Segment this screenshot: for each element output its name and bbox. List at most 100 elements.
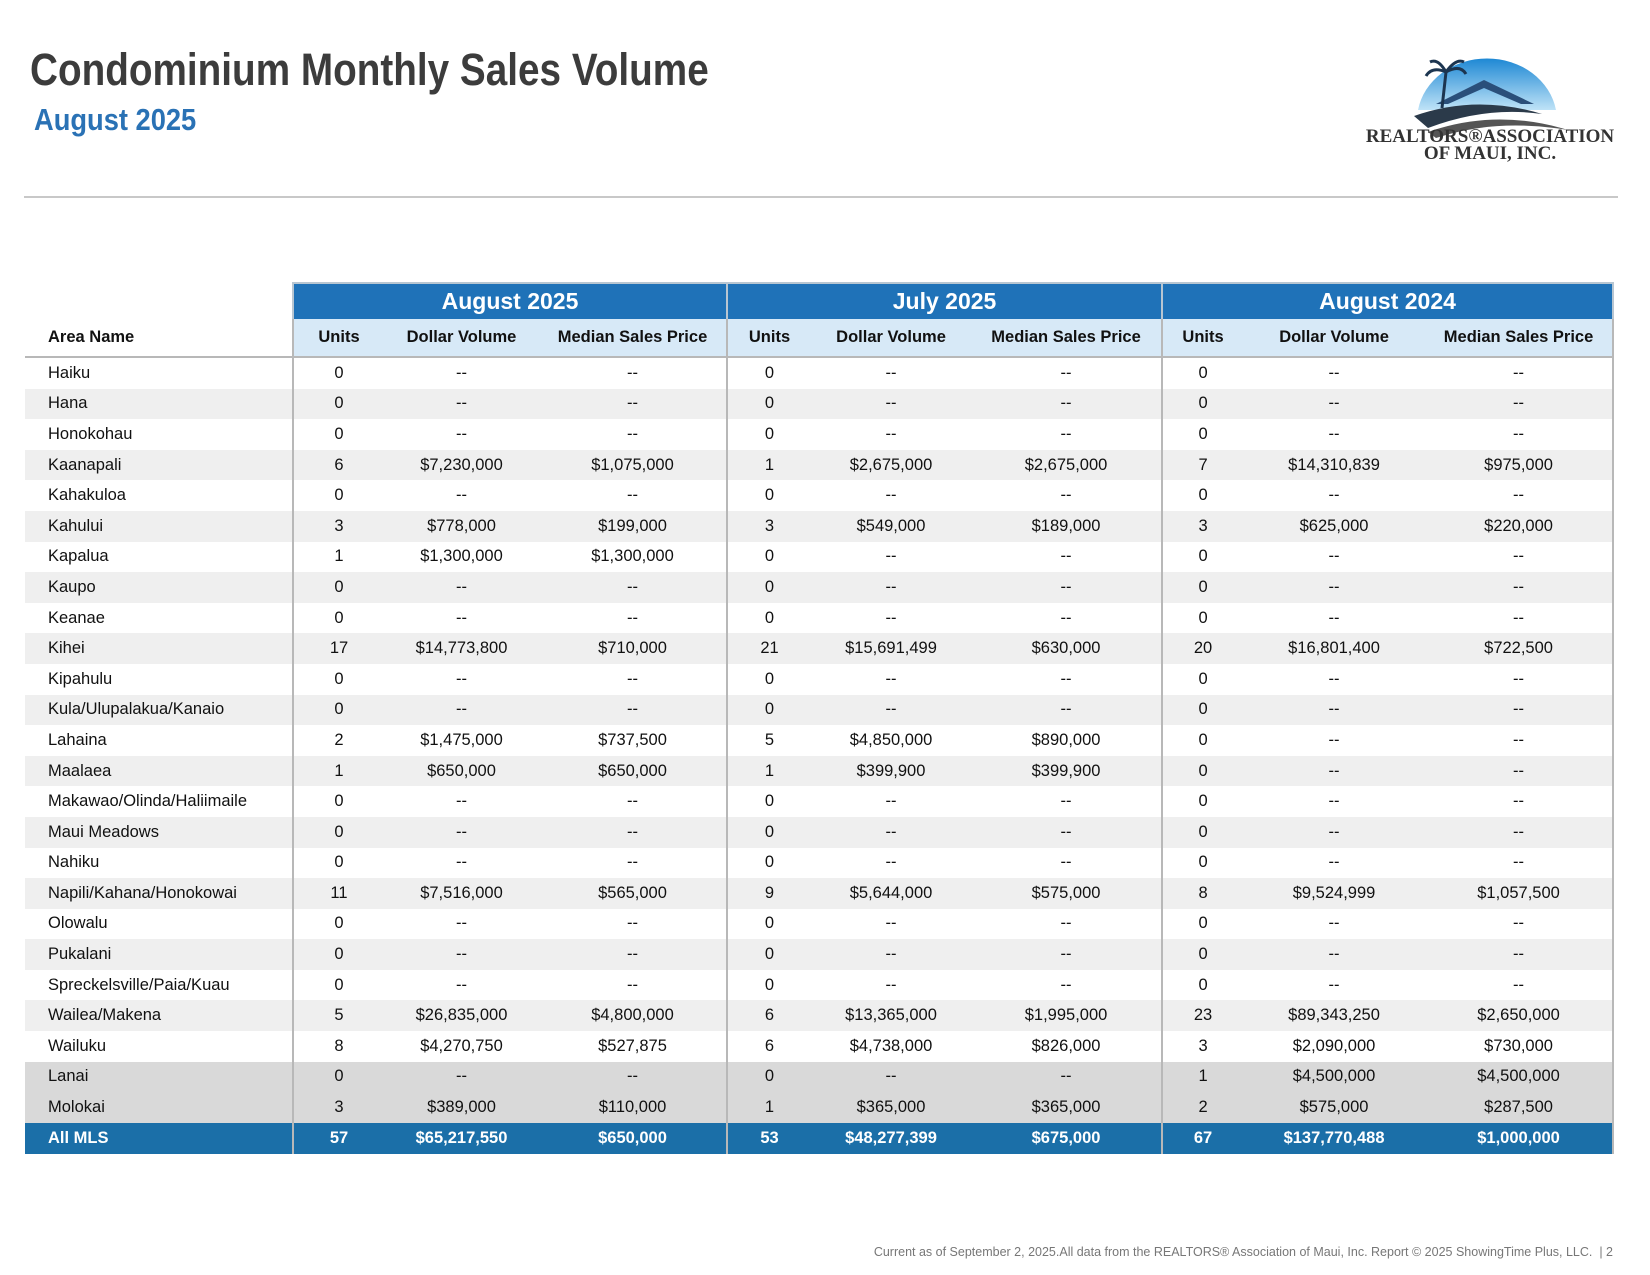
cell: -- bbox=[627, 975, 638, 994]
cell: 0 bbox=[1161, 725, 1244, 756]
cell: -- bbox=[456, 608, 467, 627]
cell: -- bbox=[885, 608, 897, 627]
cell: -- bbox=[539, 388, 728, 420]
cell: -- bbox=[384, 572, 539, 603]
area-name: Hana bbox=[25, 388, 293, 420]
cell: 21 bbox=[726, 633, 812, 664]
cell: -- bbox=[1060, 914, 1072, 933]
cell: 1 bbox=[292, 755, 384, 787]
cell: 0 bbox=[726, 357, 812, 389]
group-header-row: August 2025 July 2025 August 2024 bbox=[25, 282, 1615, 319]
cell: -- bbox=[1060, 853, 1072, 872]
cell: -- bbox=[811, 939, 972, 970]
cell: $48,277,399 bbox=[811, 1122, 972, 1154]
cell: 0 bbox=[1161, 816, 1244, 848]
cell: -- bbox=[1425, 908, 1615, 940]
area-name: All MLS bbox=[25, 1122, 293, 1154]
cell: $5,644,000 bbox=[811, 878, 972, 909]
table-row: Hana 0 -- -- 0 -- -- 0 -- -- bbox=[25, 388, 1615, 420]
column-header: Dollar Volume bbox=[384, 319, 539, 358]
cell: -- bbox=[1328, 914, 1340, 933]
column-header: Units bbox=[726, 319, 812, 358]
cell: 0 bbox=[1161, 357, 1244, 389]
cell: $549,000 bbox=[811, 510, 972, 542]
area-name: Haiku bbox=[48, 363, 91, 382]
area-name: Maui Meadows bbox=[25, 816, 293, 848]
area-name: Lanai bbox=[25, 1061, 293, 1093]
area-name: Kaupo bbox=[25, 572, 293, 603]
cell: 2 bbox=[292, 725, 384, 756]
cell: $2,675,000 bbox=[971, 449, 1163, 481]
area-name: Spreckelsville/Paia/Kuau bbox=[48, 975, 230, 994]
cell: -- bbox=[1425, 786, 1615, 817]
table-row: Haiku 0 -- -- 0 -- -- 0 -- -- bbox=[25, 357, 1615, 389]
cell: -- bbox=[456, 486, 467, 505]
table-row: Kipahulu 0 -- -- 0 -- -- 0 -- -- bbox=[25, 663, 1615, 695]
cell: $26,835,000 bbox=[384, 1000, 539, 1032]
table-row: Kula/Ulupalakua/Kanaio 0 -- -- 0 -- -- 0 -- -- bbox=[25, 694, 1615, 726]
cell: 0 bbox=[1161, 480, 1244, 511]
cell: $4,270,750 bbox=[420, 1036, 503, 1055]
cell: $65,217,550 bbox=[384, 1122, 539, 1154]
cell: $4,500,000 bbox=[1425, 1061, 1615, 1093]
cell: -- bbox=[811, 694, 972, 726]
cell: $650,000 bbox=[539, 1122, 728, 1154]
table-row: Kapalua 1 $1,300,000 $1,300,000 0 -- -- 0 -- -- bbox=[25, 541, 1615, 573]
cell: -- bbox=[627, 608, 638, 627]
cell: -- bbox=[456, 424, 467, 443]
divider bbox=[24, 196, 1618, 198]
cell: 3 bbox=[726, 510, 812, 542]
cell: -- bbox=[456, 853, 467, 872]
cell: 0 bbox=[292, 816, 384, 848]
cell: 0 bbox=[292, 388, 384, 420]
cell: -- bbox=[885, 853, 897, 872]
cell: $1,075,000 bbox=[539, 449, 728, 481]
cell: 0 bbox=[1161, 602, 1244, 634]
cell: 53 bbox=[726, 1122, 812, 1154]
cell: 0 bbox=[726, 816, 812, 848]
area-name: Kahakuloa bbox=[48, 486, 126, 505]
cell: $575,000 bbox=[971, 878, 1163, 909]
cell: $675,000 bbox=[971, 1122, 1163, 1154]
cell: -- bbox=[456, 363, 467, 382]
cell: 0 bbox=[726, 388, 812, 420]
cell: -- bbox=[1328, 669, 1340, 688]
table-row: Olowalu 0 -- -- 0 -- -- 0 -- -- bbox=[25, 908, 1615, 940]
area-name: Kaanapali bbox=[25, 449, 293, 481]
cell: 0 bbox=[726, 480, 812, 511]
cell: 0 bbox=[292, 419, 384, 450]
area-name: Pukalani bbox=[25, 939, 293, 970]
cell: -- bbox=[1425, 388, 1615, 420]
group-header: August 2024 bbox=[1161, 282, 1615, 319]
cell: -- bbox=[1328, 975, 1340, 994]
cell: $710,000 bbox=[539, 633, 728, 664]
cell: -- bbox=[1425, 480, 1615, 511]
cell: $778,000 bbox=[384, 510, 539, 542]
cell: -- bbox=[885, 669, 897, 688]
cell: -- bbox=[539, 694, 728, 726]
cell: -- bbox=[885, 975, 897, 994]
cell: $730,000 bbox=[1425, 1031, 1615, 1062]
cell: 57 bbox=[292, 1122, 384, 1154]
cell: 6 bbox=[726, 1031, 812, 1062]
table-row: Maui Meadows 0 -- -- 0 -- -- 0 -- -- bbox=[25, 816, 1615, 848]
cell: $650,000 bbox=[384, 755, 539, 787]
table-row: Pukalani 0 -- -- 0 -- -- 0 -- -- bbox=[25, 939, 1615, 970]
column-header: Median Sales Price bbox=[971, 319, 1163, 358]
cell: -- bbox=[384, 939, 539, 970]
cell: 0 bbox=[726, 1061, 812, 1093]
subtitle: August 2025 bbox=[34, 102, 197, 137]
table-row: Keanae 0 -- -- 0 -- -- 0 -- -- bbox=[25, 602, 1615, 634]
cell: -- bbox=[1425, 419, 1615, 450]
table-row: Kahului 3 $778,000 $199,000 3 $549,000 $189,00… bbox=[25, 510, 1615, 542]
cell: -- bbox=[811, 816, 972, 848]
cell: 0 bbox=[726, 572, 812, 603]
cell: 3 bbox=[1161, 510, 1244, 542]
cell: $4,738,000 bbox=[849, 1036, 933, 1055]
cell: $630,000 bbox=[971, 633, 1163, 664]
cell: -- bbox=[1328, 547, 1340, 566]
cell: -- bbox=[627, 853, 638, 872]
cell: -- bbox=[1328, 424, 1340, 443]
cell: -- bbox=[384, 694, 539, 726]
cell: -- bbox=[1243, 755, 1426, 787]
